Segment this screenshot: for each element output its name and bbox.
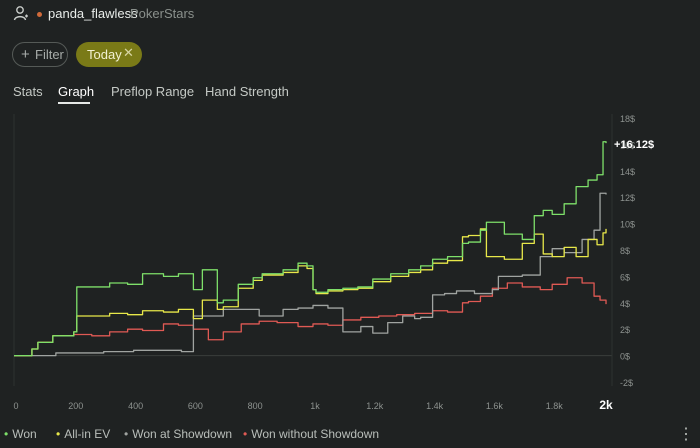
legend-all-in-ev[interactable]: • All-in EV [56, 427, 111, 441]
series-line-all-in-ev [14, 228, 607, 357]
y-tick-label: 16$ [620, 140, 635, 150]
tab-preflop-range[interactable]: Preflop Range [111, 84, 195, 99]
end-value-label: +16.12$ [614, 139, 654, 151]
today-filter-chip[interactable]: Today ✕ [76, 42, 142, 67]
legend-won-without-showdown[interactable]: • Won without Showdown [243, 427, 380, 441]
x-tick-label: 1.8k [546, 401, 564, 411]
header-bar: panda_flawless PokerStars [0, 0, 700, 30]
y-tick-label: 12$ [620, 193, 635, 203]
y-tick-label: 8$ [620, 246, 630, 256]
chart-legend: • Won • All-in EV • Won at Showdown • Won wi… [0, 424, 700, 444]
y-tick-label: 6$ [620, 272, 630, 282]
close-icon[interactable]: ✕ [123, 45, 134, 60]
tab-graph[interactable]: Graph [58, 84, 95, 99]
status-dot [37, 12, 42, 17]
x-tick-label: 1.4k [426, 401, 444, 411]
x-tick-label: 1.2k [366, 401, 384, 411]
y-tick-label: 2$ [620, 325, 630, 335]
x-tick-label: 1k [310, 401, 320, 411]
y-tick-label: 10$ [620, 220, 635, 230]
more-vertical-icon[interactable]: ⋮ [678, 426, 694, 443]
x-tick-label: 200 [68, 401, 83, 411]
x-tick-label: 400 [128, 401, 143, 411]
filter-label: Filter [35, 47, 64, 62]
y-tick-label: 4$ [620, 299, 630, 309]
series-line-won-without-showdown [14, 277, 607, 357]
y-tick-label: 18$ [620, 114, 635, 124]
profit-graph[interactable]: 18$ 16$ 14$ 12$ 10$ 8$ 6$ 4$ 2$ 0$ -2$ 0 200 400 600 80… [0, 110, 700, 415]
series-line-won-at-showdown [14, 192, 607, 357]
x-tick-label: 800 [248, 401, 263, 411]
tab-hand-strength[interactable]: Hand Strength [205, 84, 289, 99]
today-label: Today [87, 47, 122, 62]
filter-button[interactable]: + Filter [12, 42, 68, 67]
tab-bar: Stats Graph Preflop Range Hand Strength [0, 80, 700, 106]
username[interactable]: panda_flawless [48, 6, 138, 21]
x-tick-label: 0 [13, 401, 18, 411]
x-tick-label: 600 [188, 401, 203, 411]
plus-icon: + [21, 46, 30, 63]
site-name: PokerStars [130, 6, 195, 21]
y-tick-label: 0$ [620, 352, 630, 362]
x-tick-label: 2k [599, 398, 613, 412]
tab-stats[interactable]: Stats [13, 84, 43, 99]
series-line-won [14, 141, 607, 357]
legend-won[interactable]: • Won [4, 427, 37, 441]
x-tick-label: 1.6k [486, 401, 504, 411]
user-icon[interactable] [13, 5, 29, 21]
legend-won-at-showdown[interactable]: • Won at Showdown [124, 427, 233, 441]
y-tick-label: -2$ [620, 378, 633, 388]
y-tick-label: 14$ [620, 167, 635, 177]
active-tab-indicator [58, 102, 90, 104]
